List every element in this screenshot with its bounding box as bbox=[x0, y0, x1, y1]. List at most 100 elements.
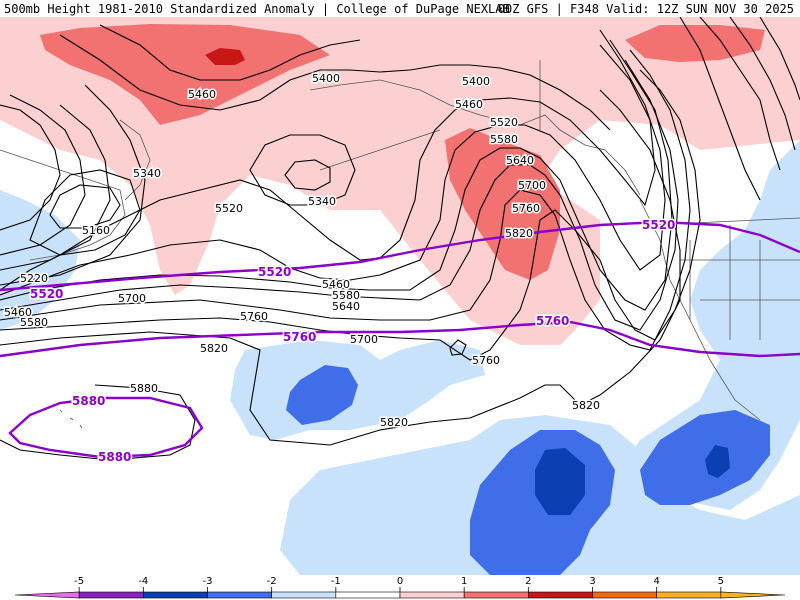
colorbar-tick-label: -5 bbox=[74, 576, 84, 587]
reference-label: 5880 bbox=[72, 394, 105, 408]
anomaly-area-neg1-pacific bbox=[230, 340, 485, 440]
colorbar-tick-label: 2 bbox=[525, 576, 531, 587]
height-label: 5400 bbox=[462, 75, 490, 88]
height-contour-5640 bbox=[0, 59, 679, 331]
height-contour-canada-3 bbox=[759, 17, 800, 101]
height-contour-canada-2 bbox=[729, 17, 796, 151]
height-label: 5520 bbox=[490, 116, 518, 129]
height-contours bbox=[0, 17, 800, 461]
height-contour-5520 bbox=[0, 29, 666, 296]
anomaly-shading bbox=[0, 17, 800, 575]
height-contour-5820 bbox=[0, 331, 471, 446]
height-labels: 5400 5400 5460 5460 5520 5580 5640 5700 … bbox=[3, 71, 602, 431]
colorbar-swatch bbox=[207, 591, 272, 599]
colorbar-swatch bbox=[463, 591, 529, 599]
height-contour-west-3 bbox=[0, 104, 111, 271]
height-label: 5760 bbox=[472, 354, 500, 367]
height-contour-canada-4 bbox=[679, 17, 761, 201]
height-label: 5460 bbox=[4, 306, 32, 319]
anomaly-area-neg2-southeast bbox=[640, 410, 770, 505]
colorbar-swatch bbox=[399, 591, 465, 599]
height-label: 5340 bbox=[308, 195, 336, 208]
height-label: 5580 bbox=[20, 316, 48, 329]
height-contour-canada-1 bbox=[699, 17, 781, 171]
anomaly-map: 5400 5400 5460 5460 5520 5580 5640 5700 … bbox=[0, 17, 800, 575]
colorbar-tick-label: 5 bbox=[718, 576, 724, 587]
height-contour-5220 bbox=[29, 169, 141, 256]
height-label: 5700 bbox=[118, 292, 146, 305]
height-contour-west-4 bbox=[0, 84, 146, 286]
colorbar-tick-label: -2 bbox=[267, 576, 277, 587]
height-label: 5820 bbox=[505, 227, 533, 240]
colorbar-tick-label: 0 bbox=[397, 576, 403, 587]
height-contour-5760-blob bbox=[449, 339, 467, 356]
reference-contour-5520 bbox=[0, 220, 800, 292]
coastline-hawaii bbox=[59, 409, 83, 429]
height-label: 5220 bbox=[20, 272, 48, 285]
height-label: 5760 bbox=[240, 310, 268, 323]
height-label: 5460 bbox=[455, 98, 483, 111]
height-contour-west-1 bbox=[0, 104, 61, 231]
coastline-asia bbox=[0, 149, 126, 261]
height-label: 5580 bbox=[332, 289, 360, 302]
height-contour-5400 bbox=[59, 34, 611, 131]
anomaly-area-neg3-south bbox=[535, 448, 585, 515]
reference-label: 5520 bbox=[258, 265, 291, 279]
reference-label: 5880 bbox=[98, 450, 131, 464]
colorbar-ticks: -5 -4 -3 -2 -1 0 1 2 3 4 5 bbox=[74, 576, 724, 592]
reference-labels: 5520 5520 5520 5760 5760 5880 5880 bbox=[29, 217, 677, 466]
reference-contour-5760 bbox=[0, 320, 800, 358]
height-contour-5700 bbox=[0, 49, 691, 351]
height-contour-5580 bbox=[0, 39, 673, 311]
anomaly-area-neg1-west-coast bbox=[620, 140, 800, 510]
colorbar-swatches bbox=[14, 591, 786, 599]
height-contour-5880 bbox=[0, 384, 196, 461]
colorbar-swatch bbox=[592, 591, 657, 599]
height-contour-west-2 bbox=[0, 94, 86, 256]
state-borders bbox=[680, 225, 800, 340]
colorbar-tick-label: 3 bbox=[589, 576, 595, 587]
anomaly-area-pos2-canada bbox=[625, 25, 765, 62]
reference-label: 5520 bbox=[642, 218, 675, 232]
colorbar-arrow-right bbox=[720, 591, 786, 599]
height-label: 5520 bbox=[215, 202, 243, 215]
colorbar-swatch bbox=[143, 591, 208, 599]
height-contour-5280-low bbox=[284, 159, 331, 191]
reference-label: 5760 bbox=[536, 314, 569, 328]
height-label: 5820 bbox=[572, 399, 600, 412]
height-label: 5400 bbox=[312, 72, 340, 85]
height-contour-5760 bbox=[0, 69, 701, 361]
height-label: 5700 bbox=[518, 179, 546, 192]
colorbar: -5 -4 -3 -2 -1 0 1 2 3 4 5 bbox=[14, 576, 786, 599]
colorbar-swatch bbox=[271, 591, 337, 599]
map-title: 500mb Height 1981-2010 Standardized Anom… bbox=[4, 2, 510, 16]
height-label: 5760 bbox=[512, 202, 540, 215]
coastline-kamchatka bbox=[119, 119, 151, 201]
model-run-label: 00Z GFS | F348 Valid: 12Z SUN NOV 30 202… bbox=[497, 2, 794, 16]
colorbar-arrow-left bbox=[14, 591, 80, 599]
colorbar-swatch bbox=[78, 591, 144, 599]
height-label: 5700 bbox=[350, 333, 378, 346]
height-label: 5880 bbox=[130, 382, 158, 395]
reference-contours bbox=[0, 220, 800, 459]
height-label: 5820 bbox=[380, 416, 408, 429]
height-label: 5820 bbox=[200, 342, 228, 355]
colorbar-tick-label: -1 bbox=[331, 576, 341, 587]
height-label: 5640 bbox=[332, 300, 360, 313]
height-label: 5460 bbox=[322, 278, 350, 291]
reference-contour-5880 bbox=[8, 396, 204, 459]
colorbar-tick-label: 1 bbox=[461, 576, 467, 587]
colorbar-swatch bbox=[335, 591, 401, 599]
height-label: 5640 bbox=[506, 154, 534, 167]
height-label: 5460 bbox=[188, 88, 216, 101]
height-label: 5340 bbox=[133, 167, 161, 180]
height-contour-5160 bbox=[49, 184, 121, 229]
height-label: 5580 bbox=[490, 133, 518, 146]
colorbar-tick-label: -4 bbox=[138, 576, 148, 587]
height-contour-5460 bbox=[0, 44, 656, 291]
colorbar-swatch bbox=[528, 591, 593, 599]
height-label: 5160 bbox=[82, 224, 110, 237]
anomaly-area-neg3-southeast bbox=[705, 445, 730, 478]
reference-label: 5760 bbox=[283, 330, 316, 344]
